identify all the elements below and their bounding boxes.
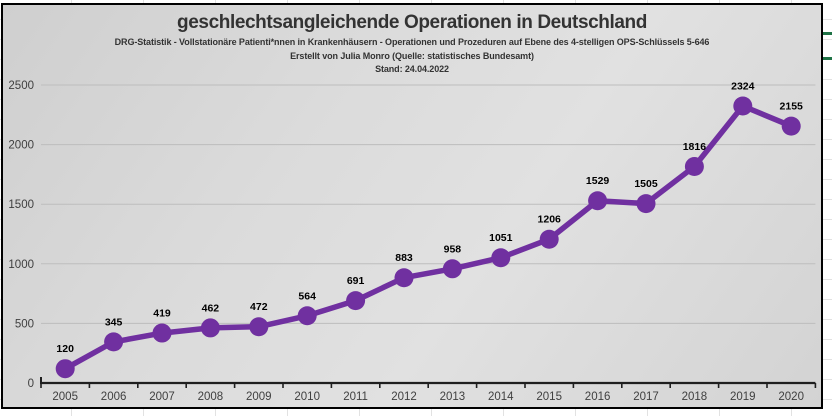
- chart-object[interactable]: geschlechtsangleichende Operationen in D…: [1, 3, 823, 409]
- chart-title: geschlechtsangleichende Operationen in D…: [177, 12, 647, 33]
- chart-subtitle-line-2: Erstellt von Julia Monro (Quelle: statis…: [290, 50, 534, 61]
- chart-subtitle-line-3: Stand: 24.04.2022: [375, 64, 449, 74]
- excel-cell-border-green-2: [823, 57, 832, 60]
- chart-subtitle-line-1: DRG-Statistik - Vollstationäre Patienti*…: [114, 37, 710, 47]
- chart-title-block: geschlechtsangleichende Operationen in D…: [3, 5, 821, 77]
- excel-cell-border-green-1: [823, 32, 832, 35]
